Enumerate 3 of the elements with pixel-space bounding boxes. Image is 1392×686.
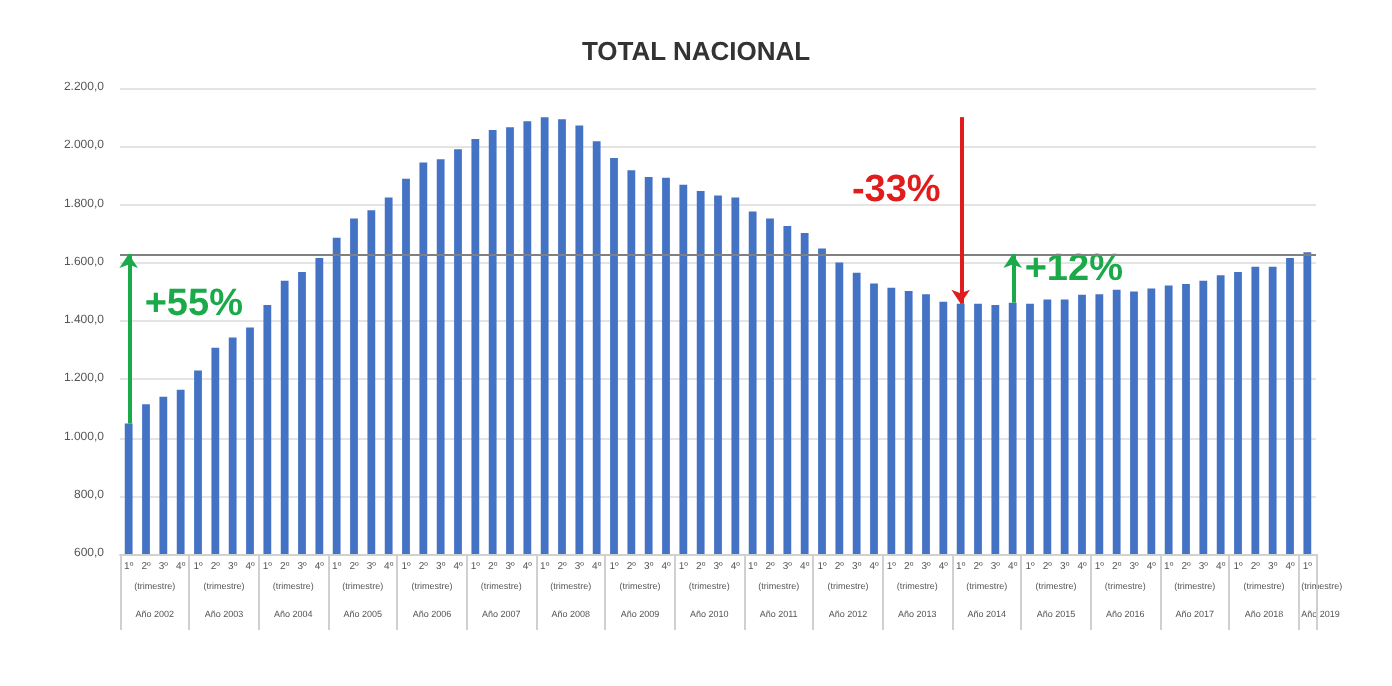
annotation: +55% (144, 282, 244, 325)
chart-title: TOTAL NACIONAL (581, 36, 811, 66)
annotation: -33% (851, 168, 941, 211)
